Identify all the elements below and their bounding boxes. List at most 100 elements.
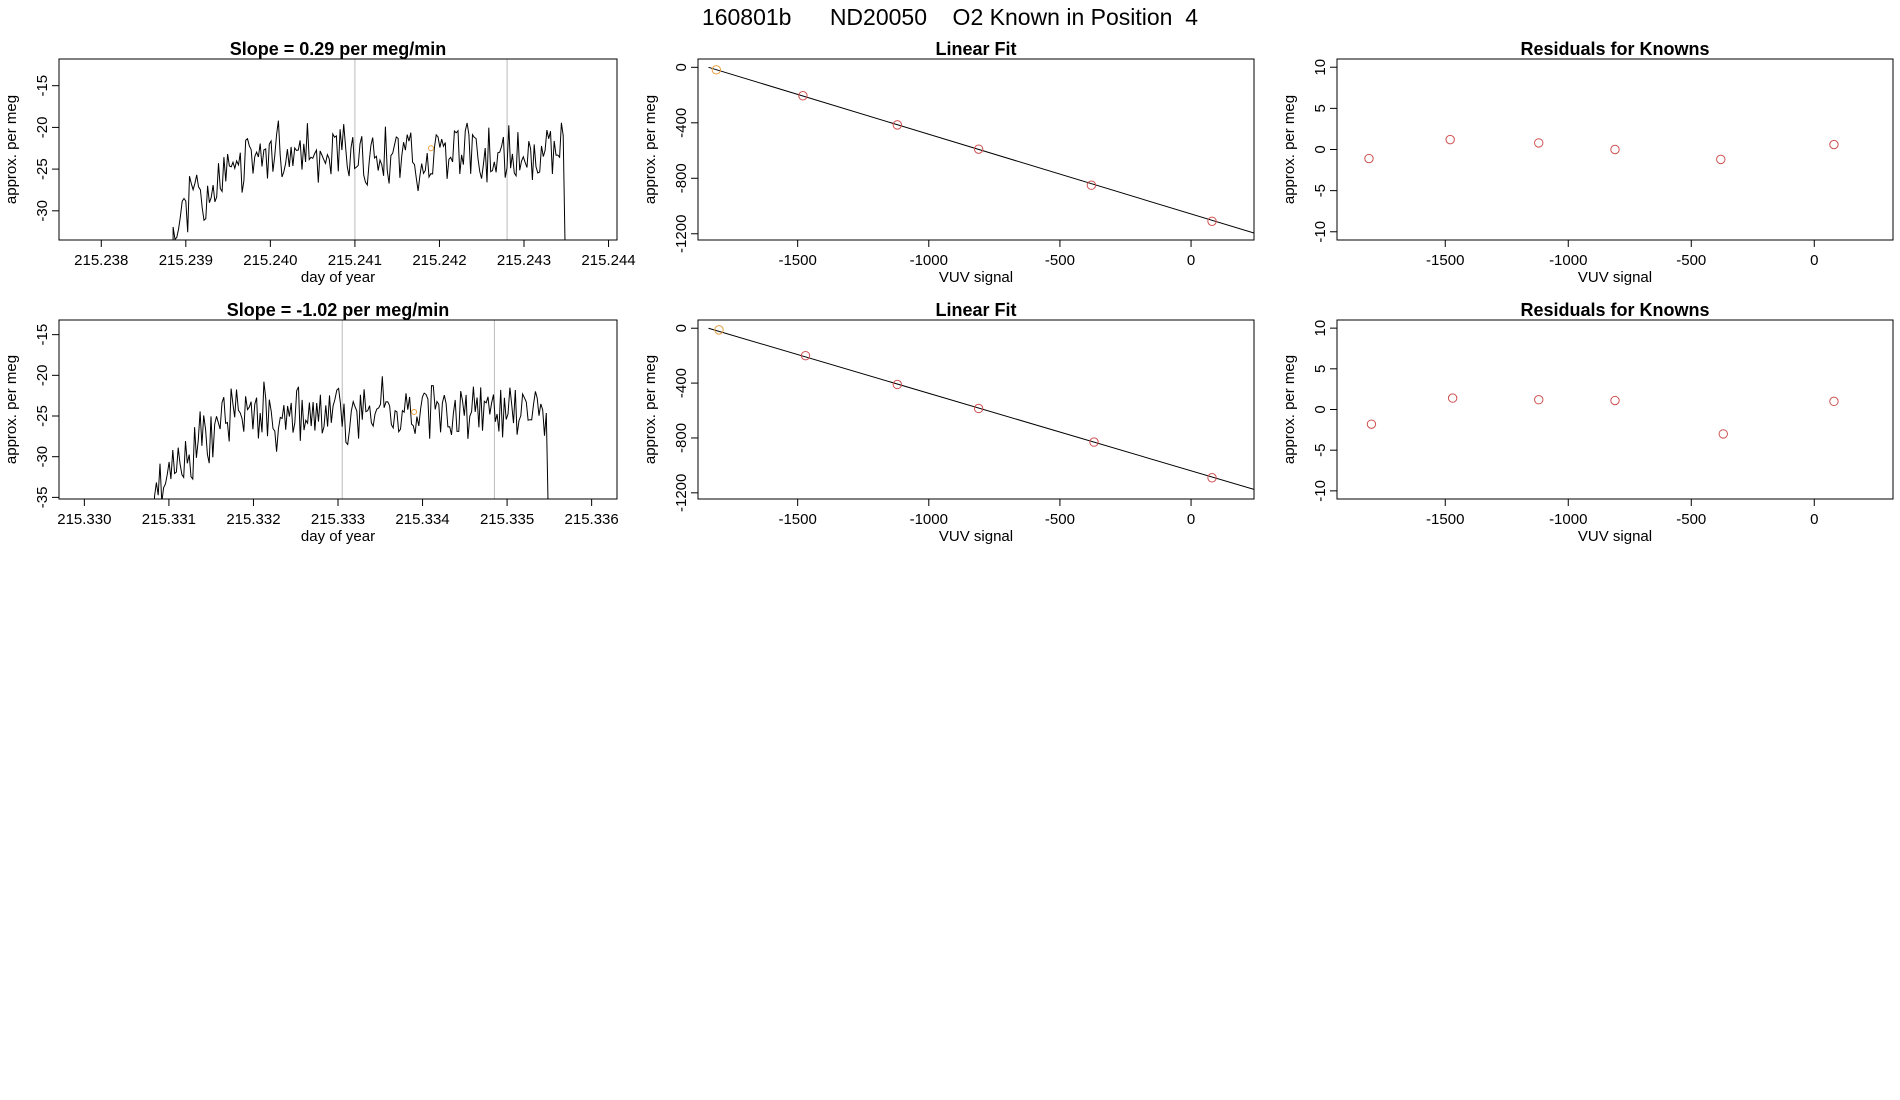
fit1-panel: Linear Fit -1500 -1000 -500 0 -1200 -800 -400 0 V… [642,39,1255,286]
ts2-data [59,320,549,499]
ts2-xtick-label: 215.336 [565,511,619,528]
fit2-ytick-label: -800 [673,423,690,453]
fit1-ytick-label: -800 [673,163,690,193]
fit2-ylabel: approx. per meg [642,355,659,464]
ts2-xtick-label: 215.332 [226,511,280,528]
res2-point [1829,396,1839,407]
res2-title: Residuals for Knowns [1520,300,1709,320]
res1-ytick-label: 0 [1312,145,1329,153]
fit1-point [1086,180,1097,190]
ts1-panel: Slope = 0.29 per meg/min 215.238 215.239 21… [3,39,636,286]
res1-point [1716,154,1726,165]
fit1-xtick-label: 0 [1187,252,1195,269]
ts1-trace [59,120,566,240]
res2-xtick-label: 0 [1810,511,1818,528]
res1-ylabel: approx. per meg [1281,95,1298,204]
ts2-xlabel: day of year [301,528,375,545]
ts1-xtick-label: 215.243 [497,252,551,269]
ts2-xtick-label: 215.331 [142,511,196,528]
res1-xtick-label: 0 [1810,252,1818,269]
ts2-title: Slope = -1.02 per meg/min [227,300,450,320]
res2-ytick-label: 0 [1312,405,1329,413]
res1-ytick-label: -5 [1312,184,1329,197]
fit1-frame [697,58,1255,241]
ts2-ytick-label: -30 [34,446,51,468]
ts1-xlabel: day of year [301,269,375,286]
ts1-title: Slope = 0.29 per meg/min [230,39,447,59]
ts2-ylabel: approx. per meg [3,355,20,464]
res2-frame [1336,319,1894,500]
res1-point [1364,153,1374,164]
res2-point [1718,429,1728,439]
fit2-point [1207,473,1217,483]
ts2-xtick-label: 215.334 [395,511,449,528]
res1-title: Residuals for Knowns [1520,39,1709,59]
ts1-xtick-label: 215.238 [74,252,128,269]
fit2-ytick-label: -400 [673,368,690,398]
ts1-xtick-label: 215.244 [581,252,635,269]
fit1-ytick-label: 0 [673,63,690,71]
ts2-xtick-label: 215.335 [480,511,534,528]
fit2-point [973,403,984,414]
res2-ytick-label: 5 [1312,365,1329,373]
ts2-highlight-point [411,408,418,415]
fit1-point [798,91,808,101]
res1-ytick-label: -10 [1312,221,1329,243]
res2-point [1447,393,1458,403]
res1-ytick-label: 10 [1312,59,1329,76]
res1-point [1534,138,1544,148]
res1-xtick-label: -500 [1676,252,1706,269]
fit2-fit-line [708,327,1254,490]
fit1-point [973,144,984,154]
fit1-title: Linear Fit [935,39,1016,59]
fit2-point [800,350,811,361]
fit2-point [892,379,903,390]
res1-xtick-label: -1000 [1549,252,1587,269]
fit2-xtick-label: -1000 [910,511,948,528]
fit1-xlabel: VUV signal [939,269,1013,286]
res2-ylabel: approx. per meg [1281,355,1298,464]
ts2-panel: Slope = -1.02 per meg/min 215.330 215.331 2… [3,300,619,545]
ts1-frame [58,58,618,241]
ts2-ytick-label: -20 [34,364,51,386]
ts1-ytick-label: -15 [34,75,51,97]
res2-xtick-label: -500 [1676,511,1706,528]
fit1-fit-line [708,66,1254,234]
ts1-xtick-label: 215.242 [412,252,466,269]
fit1-point [892,120,903,130]
ts1-xtick-label: 215.239 [159,252,213,269]
res2-ytick-label: -5 [1312,444,1329,457]
res1-data [1364,134,1839,165]
res1-xtick-label: -1500 [1426,252,1464,269]
fit1-point [1207,216,1217,226]
fit2-ytick-label: 0 [673,324,690,332]
ts1-highlight-point [428,145,434,152]
res2-point [1610,395,1620,406]
ts2-frame [58,319,618,500]
fit2-data [708,325,1254,490]
res2-panel: Residuals for Knowns -1500 -1000 -500 0 -10 -5… [1281,300,1894,545]
ts2-ytick-label: -15 [34,324,51,346]
res2-ytick-label: -10 [1312,480,1329,502]
res2-xlabel: VUV signal [1578,528,1652,545]
ts1-ytick-label: -25 [34,158,51,180]
res2-point [1366,419,1377,429]
ts2-ytick-label: -35 [34,487,51,509]
fit2-point [714,325,724,335]
ts1-ylabel: approx. per meg [3,95,20,204]
fit1-xtick-label: -1500 [778,252,816,269]
res2-xtick-label: -1500 [1426,511,1464,528]
fit1-xtick-label: -1000 [910,252,948,269]
res2-xtick-label: -1000 [1549,511,1587,528]
res2-ytick-label: 10 [1312,320,1329,337]
ts1-ytick-label: -20 [34,117,51,139]
page-title: 160801b ND20050 O2 Known in Position 4 [701,4,1199,30]
ts1-data [59,59,566,240]
fit2-frame [697,319,1255,500]
fit2-title: Linear Fit [935,300,1016,320]
fit2-xlabel: VUV signal [939,528,1013,545]
ts2-ytick-label: -25 [34,405,51,427]
fit1-ylabel: approx. per meg [642,95,659,204]
res1-xlabel: VUV signal [1578,269,1652,286]
